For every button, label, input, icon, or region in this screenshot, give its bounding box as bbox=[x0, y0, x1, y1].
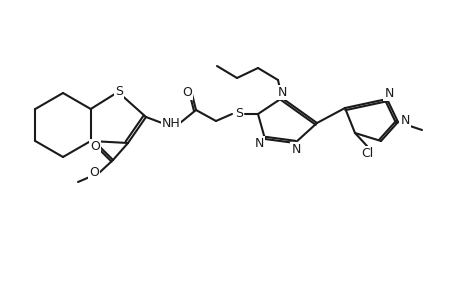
Text: O: O bbox=[182, 85, 191, 98]
Text: N: N bbox=[383, 86, 393, 100]
Text: N: N bbox=[399, 113, 409, 127]
Text: S: S bbox=[235, 106, 242, 119]
Text: N: N bbox=[254, 136, 263, 149]
Text: O: O bbox=[89, 167, 99, 179]
Text: O: O bbox=[90, 140, 100, 152]
Text: N: N bbox=[291, 142, 300, 155]
Text: NH: NH bbox=[161, 116, 180, 130]
Text: N: N bbox=[277, 85, 286, 98]
Text: Cl: Cl bbox=[360, 146, 372, 160]
Text: S: S bbox=[115, 85, 123, 98]
